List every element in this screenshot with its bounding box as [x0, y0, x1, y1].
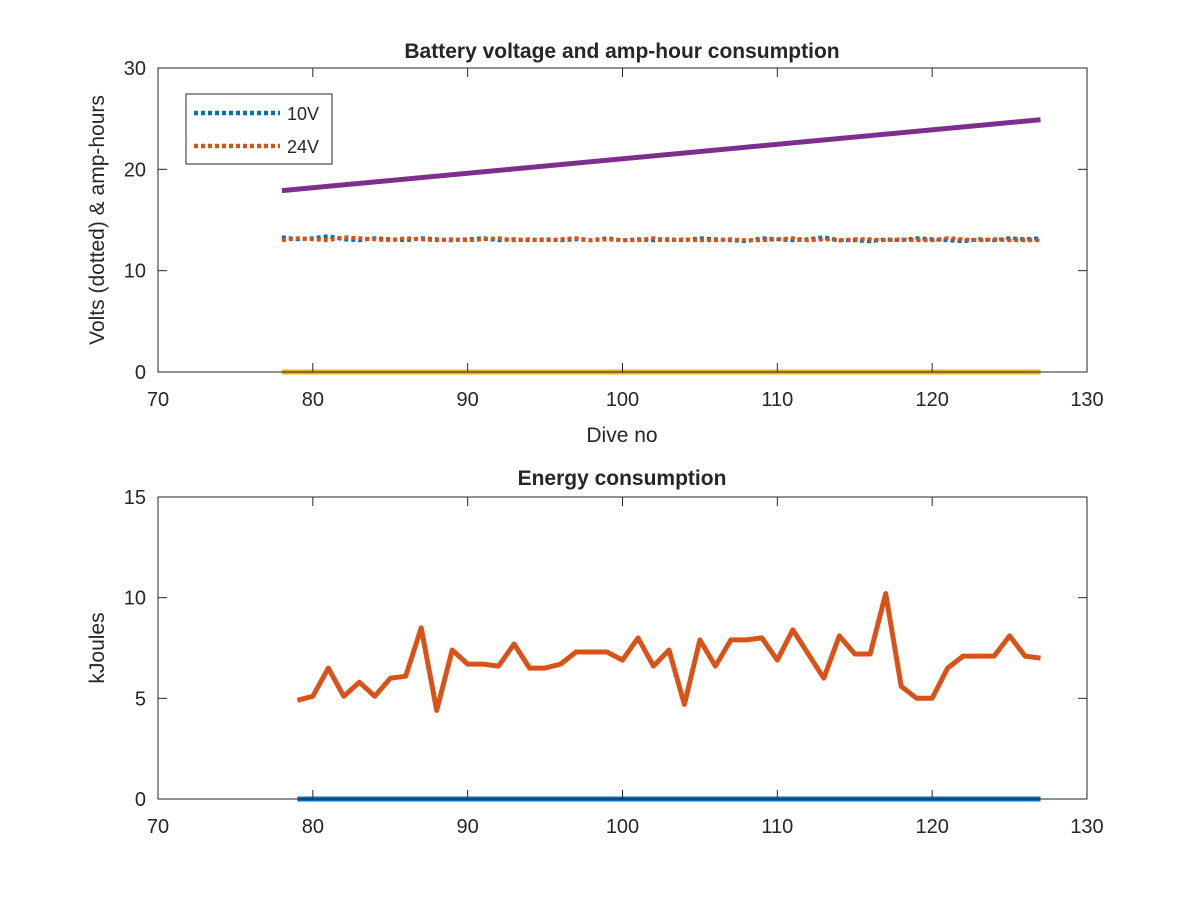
- top-y-tick-label: 30: [124, 58, 146, 80]
- bottom-axes: 70 80 90 100 110 120 130 0 5 10 15 Energy consumpt…: [86, 467, 1104, 838]
- bottom-chart-title: Energy consumption: [518, 467, 727, 490]
- bottom-x-tick-label: 120: [915, 816, 948, 838]
- top-x-tick-label: 80: [302, 389, 324, 411]
- top-series-line-24v: [281, 235, 1041, 243]
- bottom-ticks-layer: 70 80 90 100 110 120 130 0 5 10 15: [124, 487, 1104, 838]
- bottom-y-tick-label: 10: [124, 588, 146, 610]
- legend-box: [185, 93, 333, 165]
- top-x-axis-label: Dive no: [586, 424, 657, 447]
- top-series-line-3: [281, 117, 1041, 194]
- bottom-y-tick-label: 15: [124, 487, 146, 509]
- bottom-x-tick-label: 100: [606, 816, 639, 838]
- top-y-tick-label: 0: [135, 362, 146, 384]
- top-x-tick-label: 100: [606, 389, 639, 411]
- bottom-x-tick-label: 90: [457, 816, 479, 838]
- top-chart-title: Battery voltage and amp-hour consumption: [404, 40, 839, 63]
- bottom-y-tick-label: 0: [135, 789, 146, 811]
- top-x-tick-label: 130: [1070, 389, 1103, 411]
- bottom-x-tick-label: 110: [761, 816, 793, 838]
- bottom-x-tick-label: 70: [147, 816, 169, 838]
- top-x-tick-label: 120: [915, 389, 948, 411]
- top-x-tick-label: 110: [761, 389, 793, 411]
- top-ticks-layer: 70 80 90 100 110 120 130 0 10 20 30: [124, 58, 1104, 411]
- bottom-x-tick-label: 130: [1070, 816, 1103, 838]
- top-y-tick-label: 20: [124, 159, 146, 181]
- bottom-axes-background: [158, 497, 1087, 799]
- top-y-tick-label: 10: [124, 261, 146, 283]
- top-axes-box: [157, 67, 1088, 373]
- top-x-tick-label: 90: [457, 389, 479, 411]
- bottom-x-tick-label: 80: [302, 816, 324, 838]
- bottom-y-tick-label: 5: [135, 688, 146, 710]
- top-y-axis-label: Volts (dotted) & amp-hours: [86, 95, 109, 345]
- legend-label-24v: 24V: [287, 137, 319, 157]
- top-x-tick-label: 70: [147, 389, 169, 411]
- legend-label-10v: 10V: [287, 104, 319, 124]
- bottom-y-axis-label: kJoules: [86, 612, 109, 683]
- bottom-axes-box: [157, 496, 1088, 800]
- legend: 10V 24V: [185, 93, 333, 165]
- top-axes: 70 80 90 100 110 120 130 0 10 20 30 Battery voltag…: [86, 40, 1104, 447]
